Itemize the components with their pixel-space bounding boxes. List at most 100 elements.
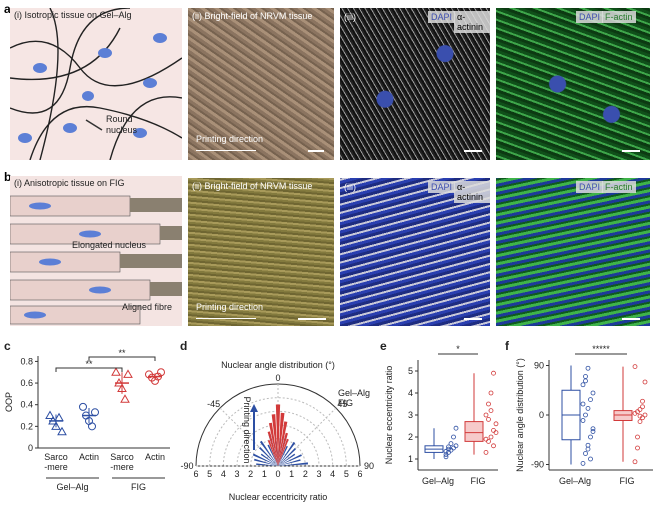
data-point: [51, 421, 61, 430]
polar-bar: [252, 453, 278, 466]
data-point: [640, 404, 645, 410]
r-tick-label: 1: [289, 469, 294, 479]
data-point: [583, 378, 588, 384]
panel-label: d: [180, 339, 187, 353]
data-point: [443, 448, 449, 454]
data-point: [493, 421, 499, 427]
y-tick-label: 1: [408, 454, 413, 464]
polar-bar: [267, 444, 278, 466]
data-point: [491, 443, 496, 449]
r-tick-label: 1: [262, 469, 267, 479]
polar-bar: [275, 404, 281, 466]
chart-title: Nuclear angle distribution (°): [221, 360, 335, 370]
polar-bar: [271, 414, 278, 466]
polar-bar: [278, 441, 296, 466]
polar-bar: [254, 458, 278, 466]
data-point: [632, 364, 638, 370]
y-tick-label: 0.6: [20, 378, 33, 388]
data-point: [585, 442, 591, 448]
y-tick-label: 2: [408, 432, 413, 442]
data-point: [642, 379, 648, 385]
significance: *: [456, 344, 460, 354]
schematic-isotropic: (i) Isotropic tissue on Gel–Alg Round nu…: [10, 8, 182, 160]
y-tick-label: 90: [534, 361, 544, 371]
r-tick-label: 5: [344, 469, 349, 479]
y-tick-label: 0: [28, 443, 33, 453]
y-tick-label: 4: [408, 388, 413, 398]
angle-tick-label: 0: [275, 373, 280, 383]
stain-label: α-actinin: [454, 11, 490, 33]
data-point: [642, 412, 648, 418]
stain-label: F-actin: [602, 181, 636, 193]
data-point: [588, 456, 593, 462]
polar-bar: [256, 463, 278, 466]
image-title: (ii) Bright-field of NRVM tissue: [192, 181, 313, 191]
polar-bar: [259, 447, 278, 466]
panel-label: a: [4, 2, 11, 16]
data-point: [57, 426, 67, 436]
image-label: (iii): [344, 182, 356, 192]
angle-tick-label: 45: [337, 399, 347, 409]
data-point: [91, 408, 99, 417]
data-point: [493, 430, 499, 435]
annotation: Aligned fibre: [122, 302, 172, 312]
data-point: [491, 370, 496, 376]
data-point: [486, 439, 491, 444]
y-axis-label: OOP: [4, 392, 14, 412]
data-point: [580, 418, 586, 423]
data-point: [583, 451, 588, 456]
data-point: [446, 444, 451, 450]
fluorescence-image: DAPI F-actin: [496, 8, 650, 160]
angle-tick-label: 90: [364, 461, 374, 471]
y-tick-label: 0.8: [20, 356, 33, 366]
data-point: [448, 441, 454, 446]
x-tick-label: Actin: [79, 452, 99, 462]
legend-label: FIG: [338, 398, 353, 408]
y-axis-label: Nuclear angle distribution (°): [515, 358, 525, 472]
data-point: [79, 402, 87, 411]
y-tick-label: 5: [408, 366, 413, 376]
y-axis-label: Nuclear eccentricity ratio: [384, 366, 394, 465]
image-title: (ii) Bright-field of NRVM tissue: [192, 11, 313, 21]
stain-label: DAPI: [428, 181, 456, 193]
box: [464, 421, 484, 442]
data-point: [580, 401, 586, 407]
x-tick-label: FIG: [620, 476, 635, 486]
data-point: [583, 412, 588, 418]
data-point: [588, 434, 593, 440]
polar-bar: [278, 445, 288, 466]
polar-bar: [268, 422, 278, 466]
x-tick-label: FIG: [471, 476, 486, 486]
data-point: [637, 419, 643, 424]
stain-label: DAPI: [576, 181, 604, 193]
data-point: [443, 454, 449, 460]
chart-angle: f -90 0 90 Nuclear angle distribution (°) Gel…: [505, 339, 653, 486]
r-tick-label: 5: [207, 469, 212, 479]
x-tick-label: Sarco: [44, 452, 68, 462]
annotation: Round: [106, 114, 133, 124]
angle-tick-label: -90: [180, 461, 193, 471]
data-point: [111, 367, 121, 376]
data-point: [583, 374, 588, 379]
r-tick-label: 6: [357, 469, 362, 479]
stain-label: DAPI: [576, 11, 604, 23]
brightfield-image: (ii) Bright-field of NRVM tissue Printin…: [188, 178, 334, 326]
data-point: [123, 369, 133, 378]
data-point: [45, 410, 55, 420]
data-point: [451, 434, 456, 440]
panel-label: e: [380, 339, 387, 353]
polar-bar: [260, 453, 278, 466]
y-tick-label: -90: [531, 460, 544, 470]
r-tick-label: 2: [303, 469, 308, 479]
data-point: [580, 382, 586, 388]
data-point: [640, 398, 645, 404]
data-point: [491, 428, 496, 433]
polar-bar: [278, 453, 296, 466]
panel-label: c: [4, 339, 11, 353]
data-point: [486, 401, 491, 407]
image-label: (iii): [344, 12, 356, 22]
y-tick-label: 0: [539, 410, 544, 420]
significance: **: [118, 348, 126, 358]
schematic-title: (i) Isotropic tissue on Gel–Alg: [14, 10, 132, 20]
y-tick-label: 0.4: [20, 400, 33, 410]
